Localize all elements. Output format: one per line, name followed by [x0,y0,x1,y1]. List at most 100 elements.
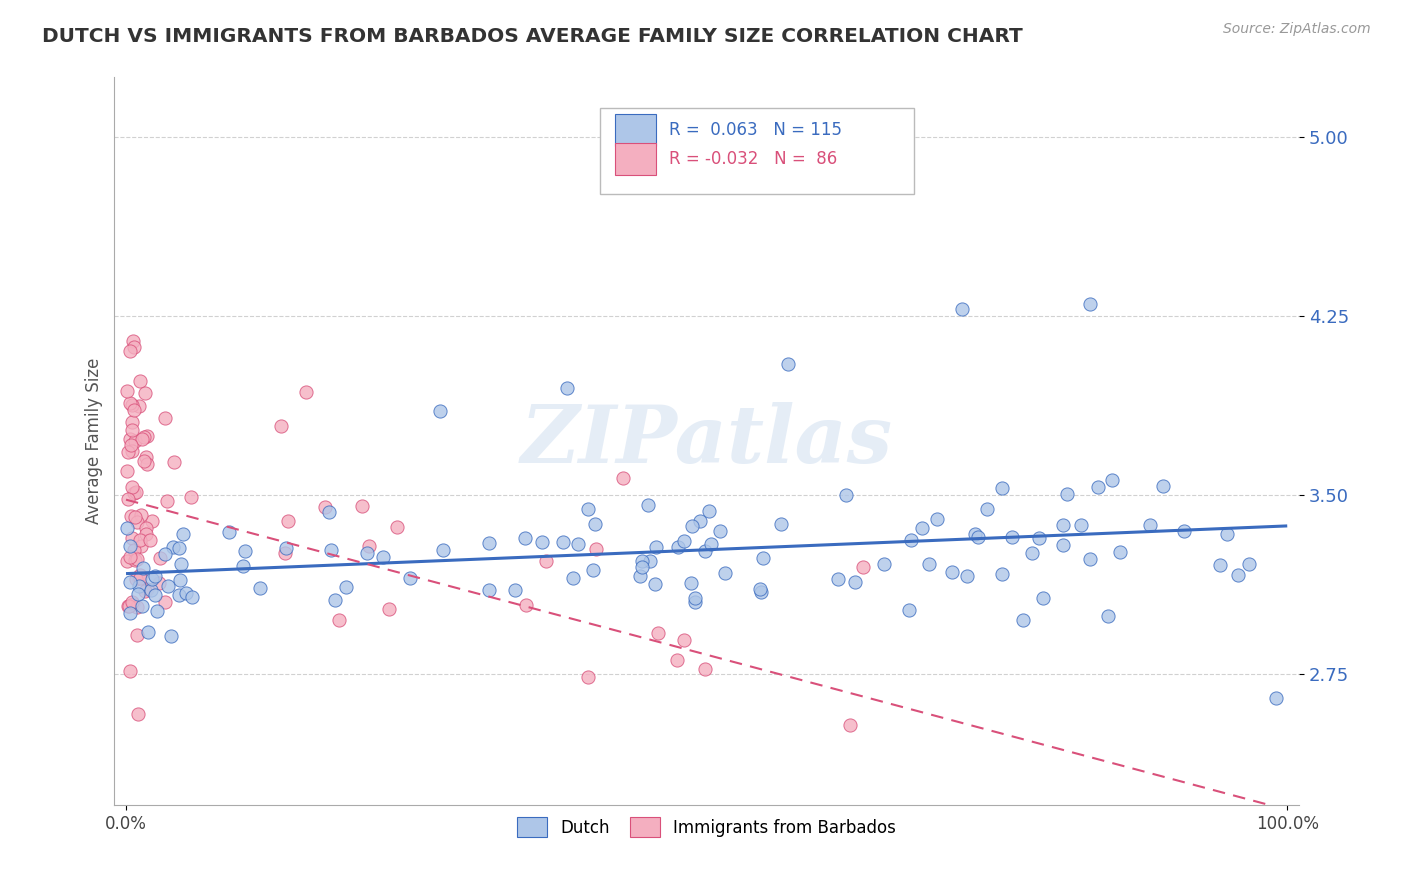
Point [148,575,170,590]
Point [513,531,536,545]
Point [683,595,706,609]
Point [118,433,141,447]
Point [1109,545,1132,559]
Point [645,540,668,554]
Point [128,533,150,547]
Point [709,524,731,538]
Point [127,706,149,721]
Point [567,537,589,551]
Text: R = -0.032   N =  86: R = -0.032 N = 86 [669,150,837,168]
Point [950,301,973,316]
Point [121,398,143,412]
Point [356,546,378,560]
Point [121,480,143,494]
Point [122,597,145,611]
Y-axis label: Average Family Size: Average Family Size [86,358,103,524]
Point [385,520,408,534]
Point [136,625,159,640]
Point [505,583,527,598]
Point [695,544,717,558]
Point [149,550,172,565]
Point [873,558,896,572]
Point [136,458,159,472]
FancyBboxPatch shape [600,108,914,194]
Point [976,502,998,516]
Point [143,588,166,602]
Point [1097,608,1119,623]
Point [562,571,585,585]
Point [122,334,145,348]
Point [146,604,169,618]
Point [583,517,606,532]
Point [129,539,152,553]
Point [132,561,155,575]
Point [135,582,157,596]
Point [672,533,695,548]
Point [167,541,190,556]
Point [1001,530,1024,544]
Point [319,543,342,558]
Point [172,526,194,541]
Point [153,595,176,609]
Point [647,626,669,640]
Point [169,573,191,587]
Point [134,454,156,468]
Point [839,717,862,731]
Point [124,509,146,524]
Point [612,470,634,484]
Point [124,552,146,566]
Point [163,455,186,469]
Point [749,582,772,596]
Point [941,565,963,579]
Point [162,540,184,554]
Point [1237,557,1260,571]
Point [551,535,574,549]
Point [131,432,153,446]
Point [378,602,401,616]
Point [749,585,772,599]
Point [335,580,357,594]
Point [117,599,139,614]
Point [1264,690,1286,705]
Point [181,591,204,605]
Point [141,514,163,528]
Point [966,530,988,544]
Point [120,665,142,679]
Point [131,508,153,522]
Point [1152,479,1174,493]
Point [630,560,652,574]
Point [318,504,340,518]
Point [218,525,240,540]
Point [249,581,271,595]
Point [167,588,190,602]
Point [666,653,689,667]
Point [141,583,163,598]
Point [124,341,146,355]
Point [128,579,150,593]
Point [122,402,145,417]
Point [115,553,138,567]
Point [155,410,177,425]
Point [121,423,143,437]
Point [274,541,297,555]
Point [270,419,292,434]
Point [125,599,148,614]
Text: ZIPatlas: ZIPatlas [520,402,893,480]
Point [174,586,197,600]
Point [917,557,939,571]
Point [1028,532,1050,546]
Point [120,539,142,553]
Point [274,546,297,560]
Point [120,606,142,620]
FancyBboxPatch shape [616,114,655,145]
Point [124,434,146,449]
Point [429,404,451,418]
Point [127,587,149,601]
Point [478,536,501,550]
Point [131,599,153,613]
Point [128,399,150,413]
Point [139,533,162,547]
Point [844,574,866,589]
Point [135,521,157,535]
Point [1052,517,1074,532]
